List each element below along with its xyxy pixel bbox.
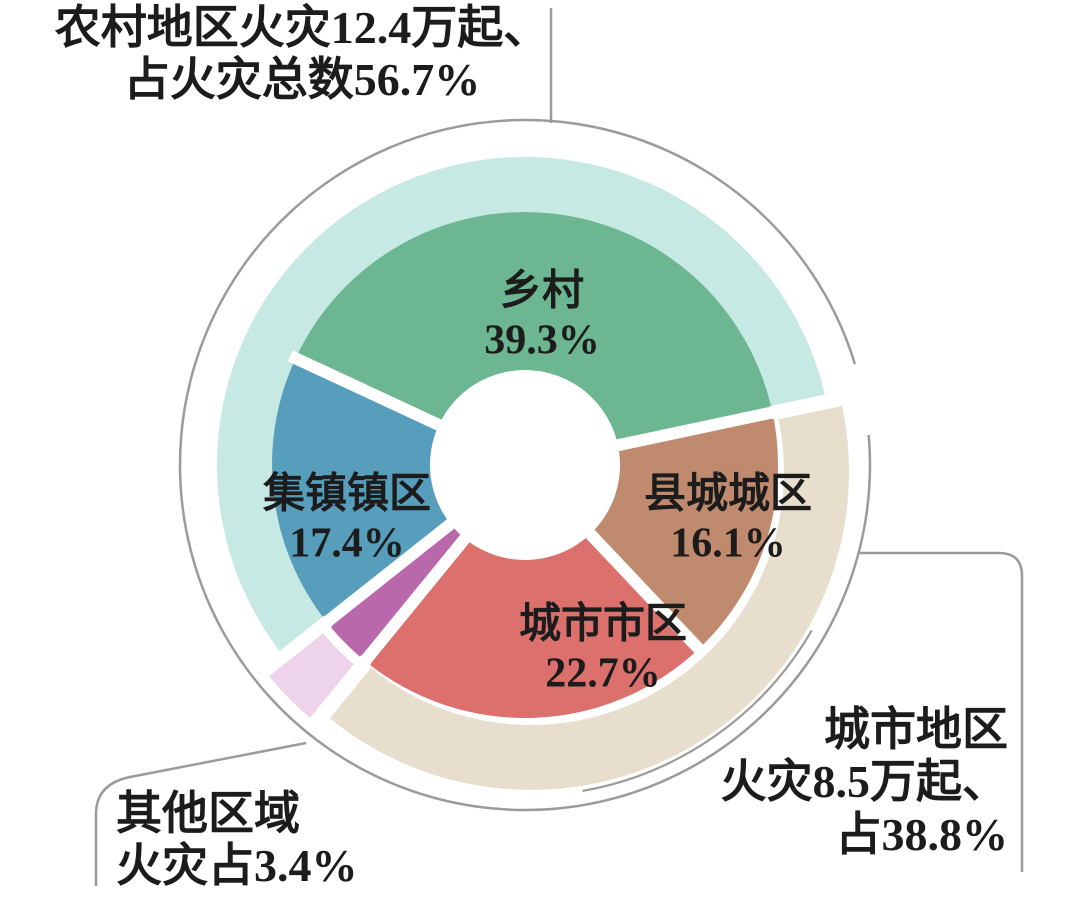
ring-gap xyxy=(307,655,372,730)
slice-pct: 22.7% xyxy=(545,650,661,696)
slice-name: 城市市区 xyxy=(518,601,688,648)
slice-label-chengshi: 城市市区 22.7% xyxy=(519,600,687,697)
ring-rural xyxy=(217,157,827,657)
annotation-other: 其他区域 火灾占3.4% xyxy=(116,788,358,893)
leader-line-other xyxy=(94,741,307,886)
leader-line-urban xyxy=(858,551,1024,872)
ring-urban xyxy=(329,405,850,791)
slice-name: 乡村 xyxy=(499,268,584,315)
ring-gap xyxy=(769,388,856,420)
annotation-line: 农村地区火灾12.4万起、 xyxy=(54,2,550,53)
slice-pct: 17.4% xyxy=(289,520,405,566)
callout-arc-urban xyxy=(582,629,813,793)
slice-jizhen xyxy=(272,358,459,623)
slice-name: 县城城区 xyxy=(643,471,813,518)
slice-gap xyxy=(356,523,480,670)
annotation-urban: 城市地区 火灾8.5万起、 占38.8% xyxy=(721,704,1009,861)
ring-gap xyxy=(257,615,333,679)
annotation-line: 其他区域 xyxy=(116,788,300,839)
slice-label-jizhen: 集镇镇区 17.4% xyxy=(263,470,431,567)
slice-gap xyxy=(575,519,708,658)
slice-name: 集镇镇区 xyxy=(262,471,432,518)
annotation-line: 占火灾总数56.7% xyxy=(123,54,481,106)
annotation-line: 火灾8.5万起、 xyxy=(720,756,1009,808)
slice-gap xyxy=(602,405,780,455)
donut-hole xyxy=(430,370,620,560)
slice-gap xyxy=(287,350,455,437)
ring-other xyxy=(265,629,358,722)
slice-label-xiangcun: 乡村 39.3% xyxy=(484,267,600,364)
slice-xiangcun xyxy=(295,212,773,448)
slice-gap xyxy=(318,509,467,631)
slice-label-xiancheng: 县城城区 16.1% xyxy=(644,470,812,567)
callout-circle-outline xyxy=(178,118,872,812)
annotation-rural: 农村地区火灾12.4万起、 占火灾总数56.7% xyxy=(55,2,550,107)
slice-chengshi_shiqu xyxy=(364,526,699,719)
slice-qita xyxy=(326,517,472,661)
annotation-line: 火灾占3.4% xyxy=(116,840,358,892)
slice-pct: 39.3% xyxy=(484,317,600,363)
annotation-line: 占38.8% xyxy=(835,808,1009,860)
slice-pct: 16.1% xyxy=(670,520,786,566)
annotation-line: 城市地区 xyxy=(824,704,1008,755)
slice-xiancheng xyxy=(583,412,778,649)
